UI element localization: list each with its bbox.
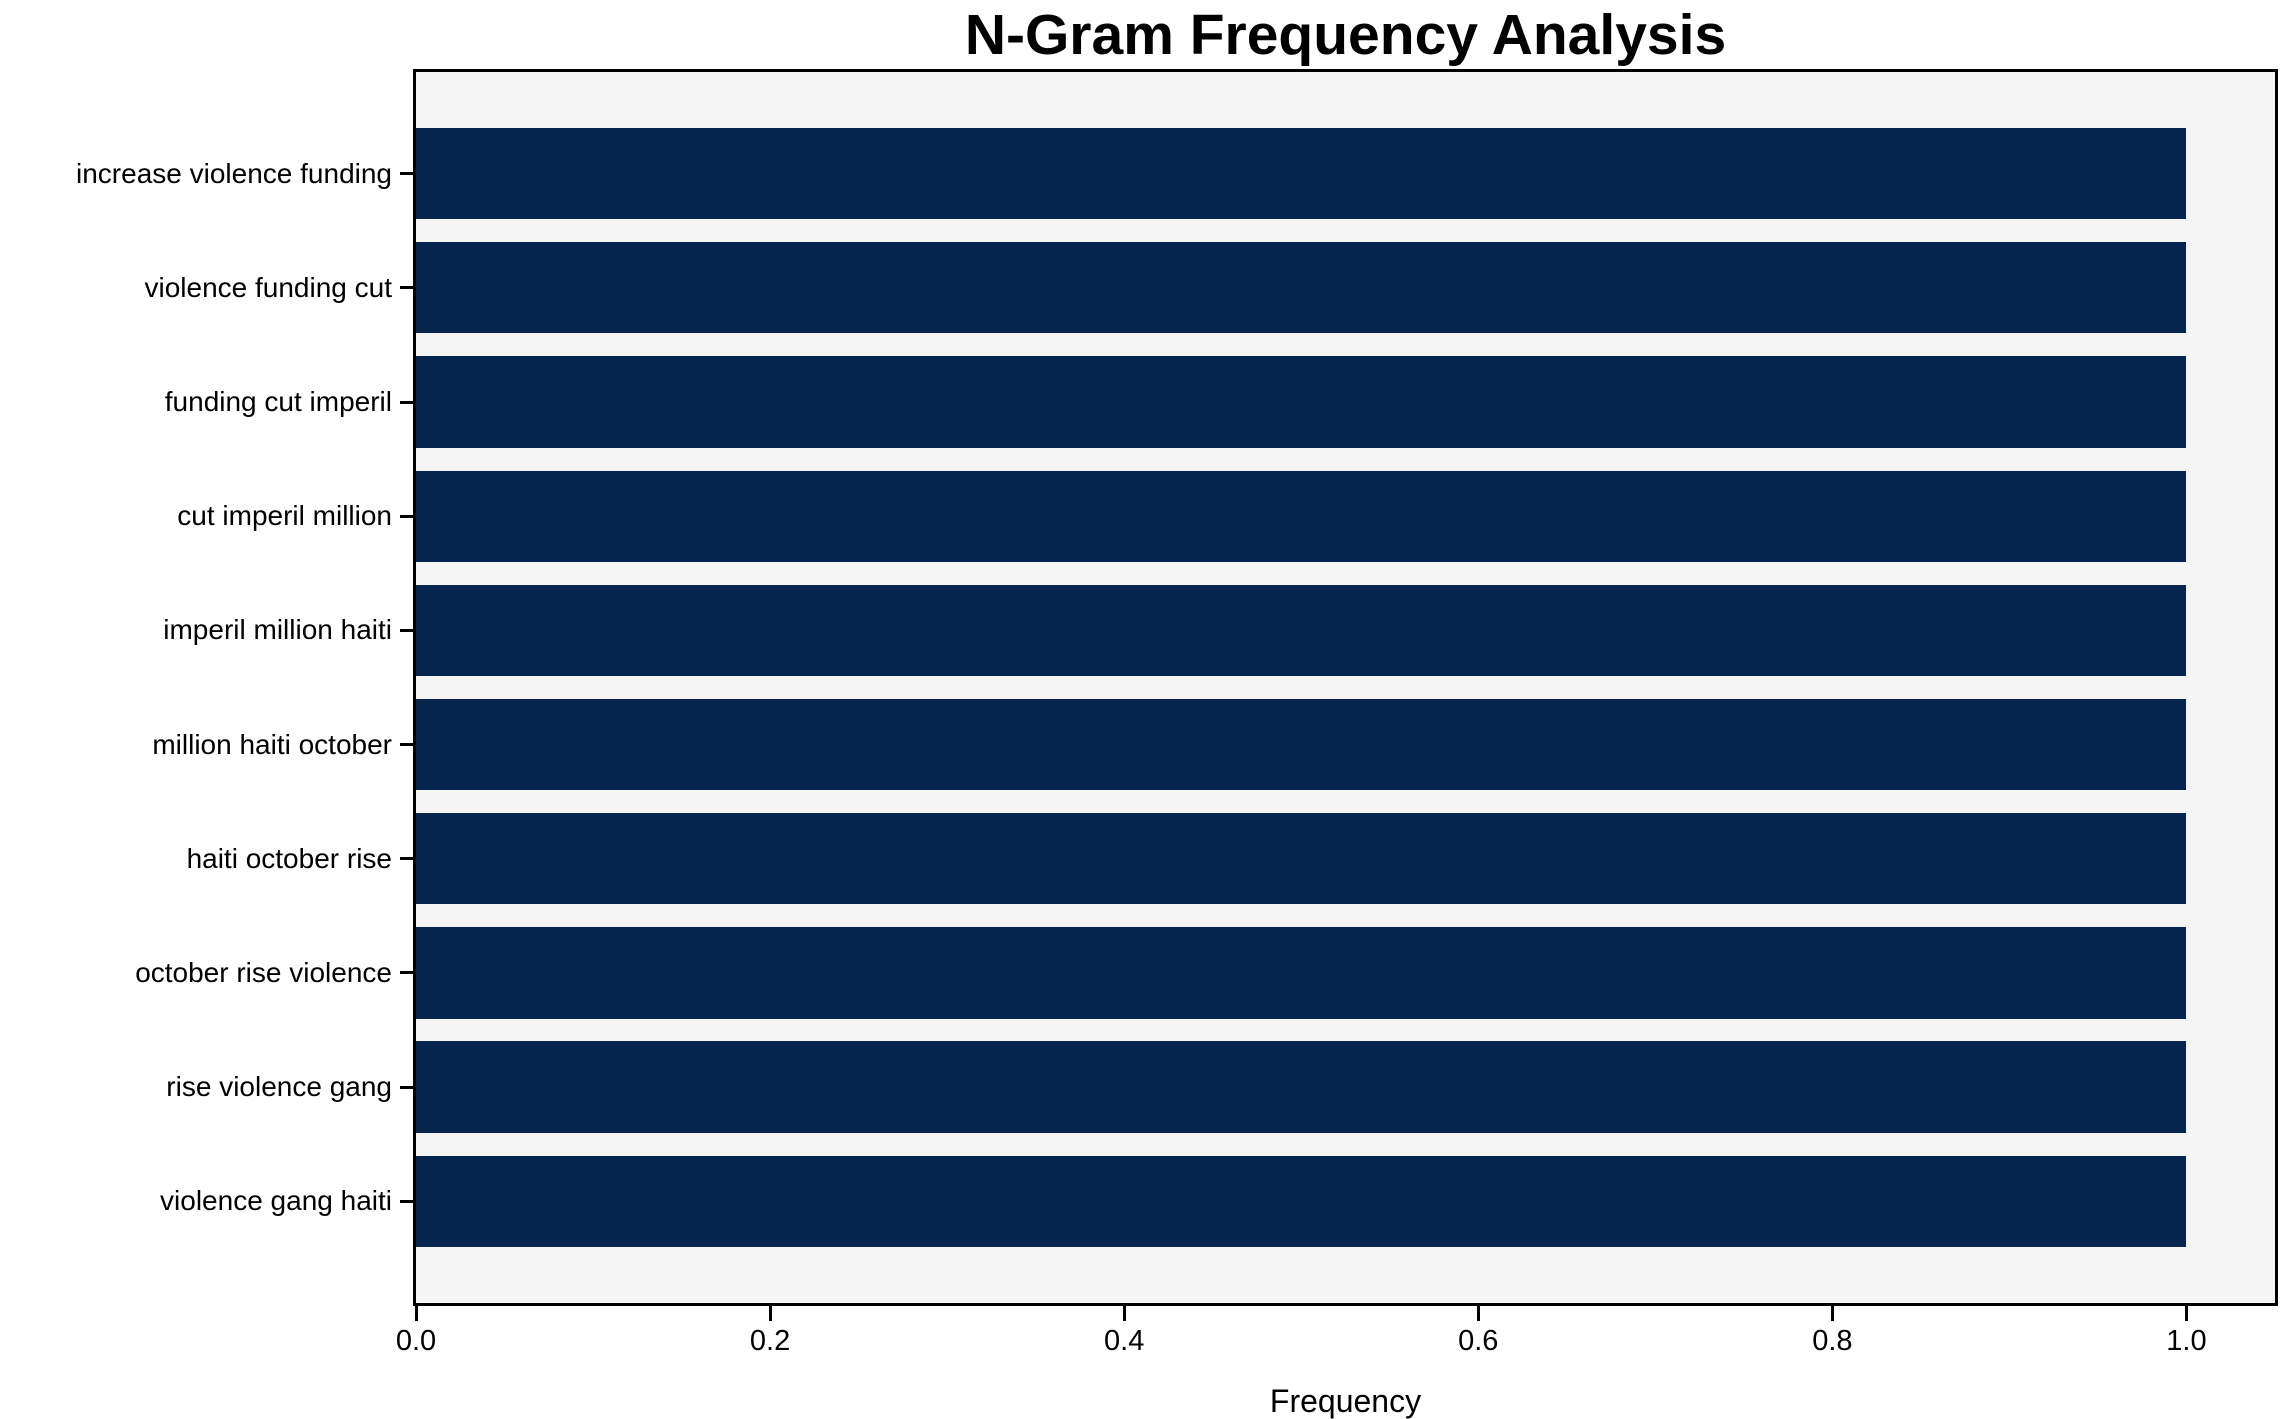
- y-tick-label: october rise violence: [135, 956, 392, 988]
- plot-area: [413, 69, 2278, 1306]
- bar: [416, 813, 2187, 905]
- x-tick-mark: [1122, 1306, 1126, 1321]
- y-tick-label: funding cut imperil: [164, 386, 392, 418]
- y-tick-label: violence funding cut: [144, 271, 392, 303]
- y-tick-label: violence gang haiti: [160, 1185, 392, 1217]
- y-tick-mark: [400, 743, 416, 747]
- x-tick-mark: [1476, 1306, 1480, 1321]
- bar: [416, 242, 2187, 334]
- x-tick-mark: [1830, 1306, 1834, 1321]
- bar: [416, 356, 2187, 448]
- y-tick-label: imperil million haiti: [163, 614, 392, 646]
- bar: [416, 584, 2187, 677]
- y-tick-label: haiti october rise: [186, 842, 392, 874]
- y-tick-label: increase violence funding: [76, 157, 392, 189]
- y-tick-mark: [400, 1199, 416, 1203]
- x-tick-label: 0.2: [749, 1325, 791, 1357]
- x-tick-label: 0.0: [395, 1325, 437, 1357]
- bar: [416, 1155, 2187, 1248]
- y-tick-mark: [400, 400, 416, 404]
- bar: [416, 470, 2187, 562]
- bar: [416, 1041, 2187, 1133]
- y-tick-mark: [400, 514, 416, 518]
- y-tick-mark: [400, 1085, 416, 1089]
- x-tick-label: 0.6: [1458, 1325, 1499, 1357]
- x-tick-label: 0.4: [1104, 1325, 1145, 1357]
- y-tick-mark: [400, 172, 416, 176]
- x-axis-title: Frequency: [1269, 1383, 1422, 1419]
- x-tick-mark: [768, 1306, 772, 1321]
- y-tick-mark: [400, 857, 416, 861]
- bar: [416, 927, 2187, 1019]
- x-tick-label: 1.0: [2166, 1325, 2207, 1357]
- y-tick-label: cut imperil million: [177, 500, 392, 532]
- x-tick-label: 0.8: [1812, 1325, 1853, 1357]
- x-tick-mark: [2184, 1306, 2188, 1321]
- y-tick-label: million haiti october: [152, 728, 392, 760]
- x-tick-mark: [414, 1306, 418, 1321]
- y-tick-mark: [400, 628, 416, 632]
- y-tick-mark: [400, 286, 416, 290]
- bar: [416, 698, 2187, 791]
- y-tick-mark: [400, 971, 416, 975]
- bar: [416, 127, 2187, 220]
- y-tick-label: rise violence gang: [166, 1071, 392, 1103]
- chart-title: N-Gram Frequency Analysis: [964, 3, 1727, 67]
